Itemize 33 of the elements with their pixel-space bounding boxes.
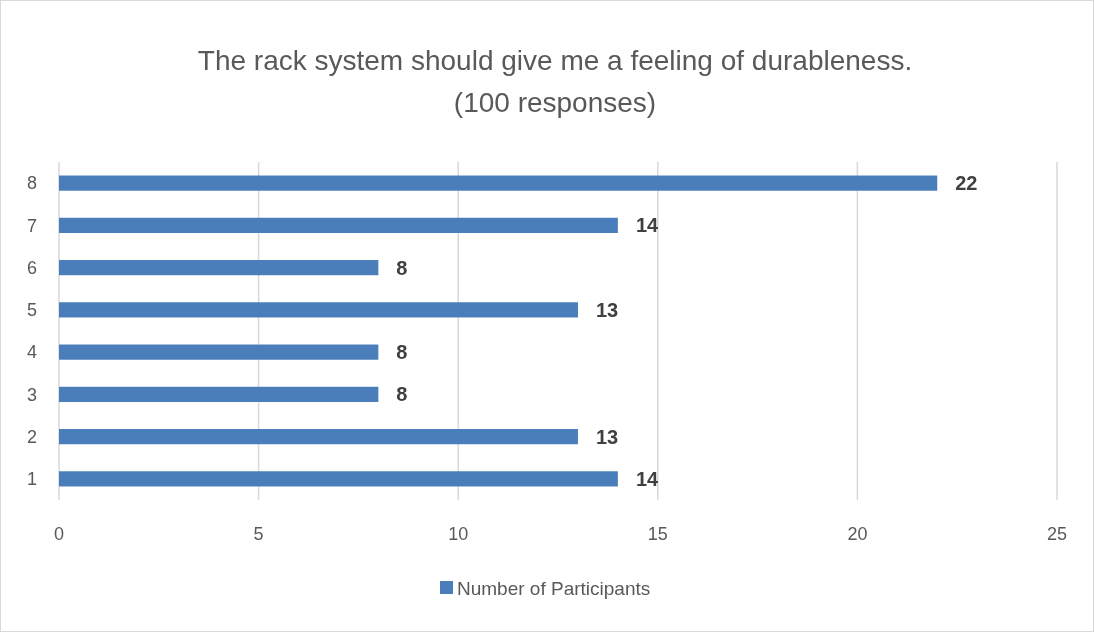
bar: [59, 471, 618, 487]
data-label: 8: [396, 256, 408, 279]
y-tick-label: 2: [26, 426, 37, 447]
bar: [59, 217, 618, 233]
bar: [59, 429, 578, 445]
y-tick-label: 4: [26, 342, 37, 363]
y-tick-label: 3: [26, 384, 37, 405]
bar: [59, 260, 379, 276]
data-label: 13: [595, 425, 619, 448]
bar: [59, 302, 578, 318]
legend-label: Number of Participants: [457, 577, 651, 599]
data-label: 13: [595, 298, 619, 321]
chart-title: The rack system should give me a feeling of durableness.: [197, 45, 913, 76]
y-tick-label: 1: [26, 469, 37, 490]
bar: [59, 175, 938, 191]
y-tick-label: 6: [26, 257, 37, 278]
y-tick-label: 8: [26, 173, 37, 194]
x-tick-label: 10: [448, 524, 469, 544]
chart-subtitle: (100 responses): [453, 87, 657, 118]
bar: [59, 386, 379, 402]
x-tick-label: 15: [647, 524, 668, 544]
data-label: 14: [635, 214, 659, 237]
data-label: 14: [635, 467, 659, 490]
x-tick-label: 25: [1046, 524, 1068, 544]
x-tick-label: 5: [253, 524, 264, 544]
x-tick-label: 20: [847, 524, 868, 544]
y-tick-label: 7: [26, 215, 37, 236]
data-label: 8: [396, 383, 408, 406]
bar: [59, 344, 379, 360]
data-label: 22: [955, 172, 978, 195]
data-label: 8: [396, 341, 408, 364]
x-tick-label: 0: [53, 524, 65, 544]
y-tick-label: 5: [26, 300, 37, 321]
